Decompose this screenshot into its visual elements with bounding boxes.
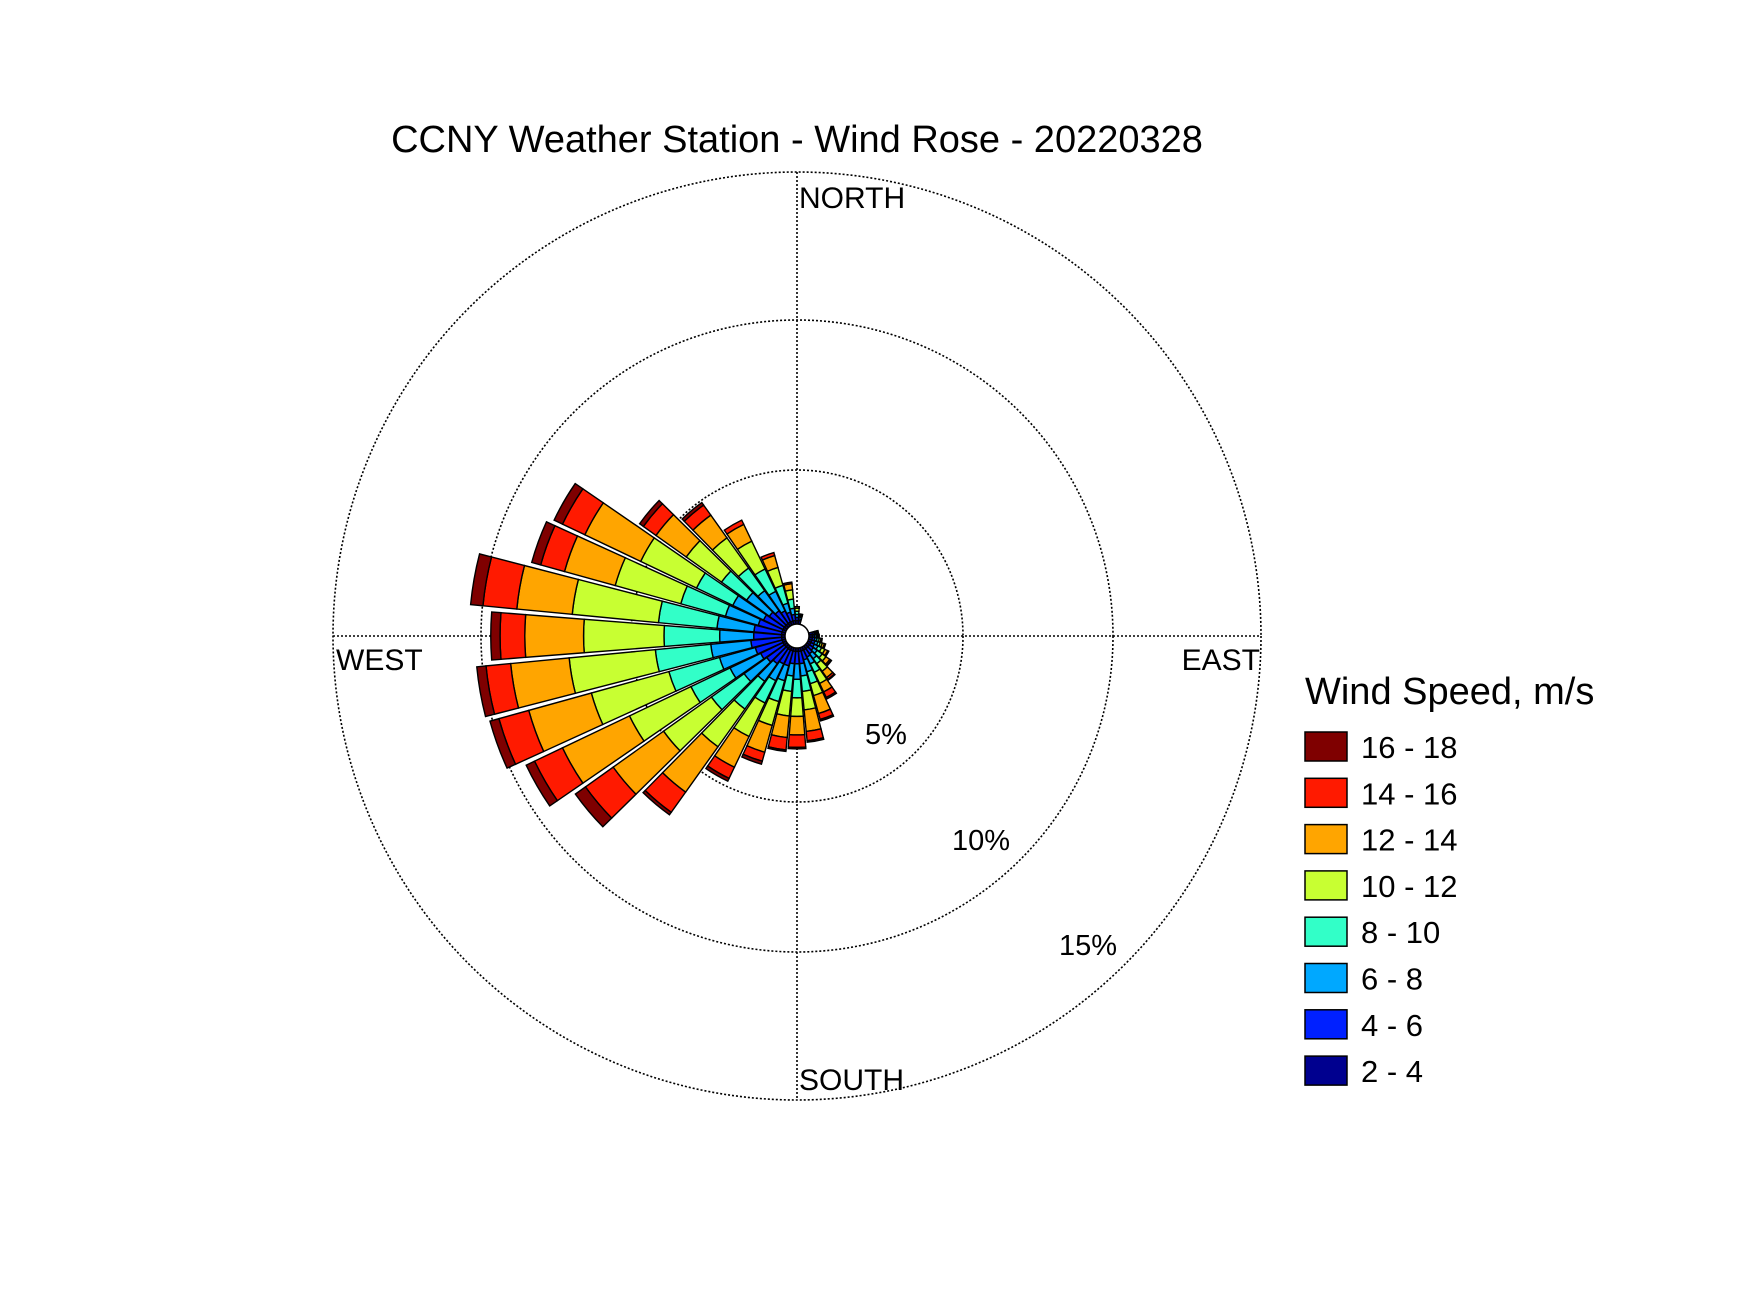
rose-segment-220-16-18 bbox=[642, 789, 673, 816]
legend-swatch-14-16 bbox=[1304, 777, 1348, 809]
rose-segment-230-16-18 bbox=[574, 785, 613, 828]
rose-segment-180-14-16 bbox=[787, 733, 807, 749]
ring-label-15: 15% bbox=[1059, 930, 1117, 962]
direction-label-east: EAST bbox=[1182, 644, 1260, 677]
rose-segment-350-14-16 bbox=[782, 581, 793, 586]
rose-segment-280-16-18 bbox=[469, 553, 493, 607]
direction-label-south: SOUTH bbox=[799, 1064, 904, 1097]
legend-swatch-12-14 bbox=[1304, 823, 1348, 855]
rose-segment-290-16-18 bbox=[530, 520, 556, 566]
rose-segment-180-12-14 bbox=[788, 715, 806, 736]
direction-label-north: NORTH bbox=[799, 182, 905, 215]
rose-segment-180-10-12 bbox=[789, 696, 805, 718]
rose-segment-180-16-18 bbox=[787, 746, 807, 750]
rose-segment-240-16-18 bbox=[525, 760, 559, 807]
rose-segment-180-8-10 bbox=[791, 678, 803, 699]
rose-segment-250-16-18 bbox=[489, 717, 517, 770]
rose-segment-90-12-14 bbox=[817, 633, 820, 639]
rose-segment-270-8-10 bbox=[663, 624, 721, 648]
rose-segment-270-14-16 bbox=[499, 611, 527, 661]
rose-segment-160-16-18 bbox=[819, 713, 835, 722]
legend-swatch-2-4 bbox=[1304, 1055, 1348, 1086]
legend-label-10-12: 10 - 12 bbox=[1361, 869, 1458, 904]
rose-segment-100-12-14 bbox=[819, 637, 824, 644]
rose-segment-80-12-14 bbox=[816, 629, 820, 635]
rose-segment-0-12-14 bbox=[793, 605, 801, 610]
legend-label-8-10: 8 - 10 bbox=[1361, 915, 1440, 950]
legend-label-2-4: 2 - 4 bbox=[1361, 1054, 1423, 1089]
ring-labels: 5% 10% 15% bbox=[865, 719, 1117, 962]
chart-title: CCNY Weather Station - Wind Rose - 20220… bbox=[391, 119, 1203, 161]
rose-segment-270-16-18 bbox=[490, 611, 502, 661]
legend-label-12-14: 12 - 14 bbox=[1361, 823, 1458, 858]
legend-label-14-16: 14 - 16 bbox=[1361, 776, 1458, 811]
rose-segment-270-10-12 bbox=[582, 618, 666, 654]
rose-segment-10-12-14 bbox=[798, 613, 804, 616]
rose-segment-170-16-18 bbox=[806, 736, 825, 743]
rose-segment-330-14-16 bbox=[723, 519, 745, 536]
rose-segment-200-16-18 bbox=[740, 753, 764, 766]
rose-segment-320-16-18 bbox=[681, 501, 705, 523]
rose-segment-340-14-16 bbox=[760, 551, 776, 561]
legend-label-6-8: 6 - 8 bbox=[1361, 962, 1423, 997]
legend-swatch-16-18 bbox=[1304, 731, 1348, 762]
legend-label-4-6: 4 - 6 bbox=[1361, 1008, 1423, 1043]
legend-title: Wind Speed, m/s bbox=[1305, 671, 1594, 713]
legend-swatch-6-8 bbox=[1304, 962, 1348, 994]
rose-segment-270-12-14 bbox=[524, 613, 585, 659]
rose-segment-130-16-18 bbox=[825, 659, 833, 667]
legend: Wind Speed, m/s 16 - 18 14 - 16 12 - 14 10 … bbox=[1304, 671, 1594, 1089]
wind-rose-bars bbox=[469, 482, 838, 828]
rose-segment-140-16-18 bbox=[826, 672, 836, 682]
rose-segment-260-16-18 bbox=[476, 665, 496, 718]
rose-segment-150-16-18 bbox=[825, 691, 838, 700]
rose-segment-190-16-18 bbox=[767, 745, 787, 753]
legend-swatch-8-10 bbox=[1304, 916, 1348, 947]
rose-segment-310-16-18 bbox=[638, 499, 664, 528]
legend-swatch-10-12 bbox=[1304, 870, 1348, 901]
legend-swatch-4-6 bbox=[1304, 1009, 1348, 1040]
ring-label-5: 5% bbox=[865, 719, 907, 751]
rose-segment-210-16-18 bbox=[704, 765, 731, 783]
rose-segment-300-16-18 bbox=[553, 482, 584, 526]
calm-center bbox=[784, 623, 810, 649]
ring-label-10: 10% bbox=[952, 825, 1010, 857]
direction-labels: NORTH EAST SOUTH WEST bbox=[336, 182, 1260, 1097]
direction-label-west: WEST bbox=[336, 644, 423, 677]
legend-label-16-18: 16 - 18 bbox=[1361, 730, 1458, 765]
